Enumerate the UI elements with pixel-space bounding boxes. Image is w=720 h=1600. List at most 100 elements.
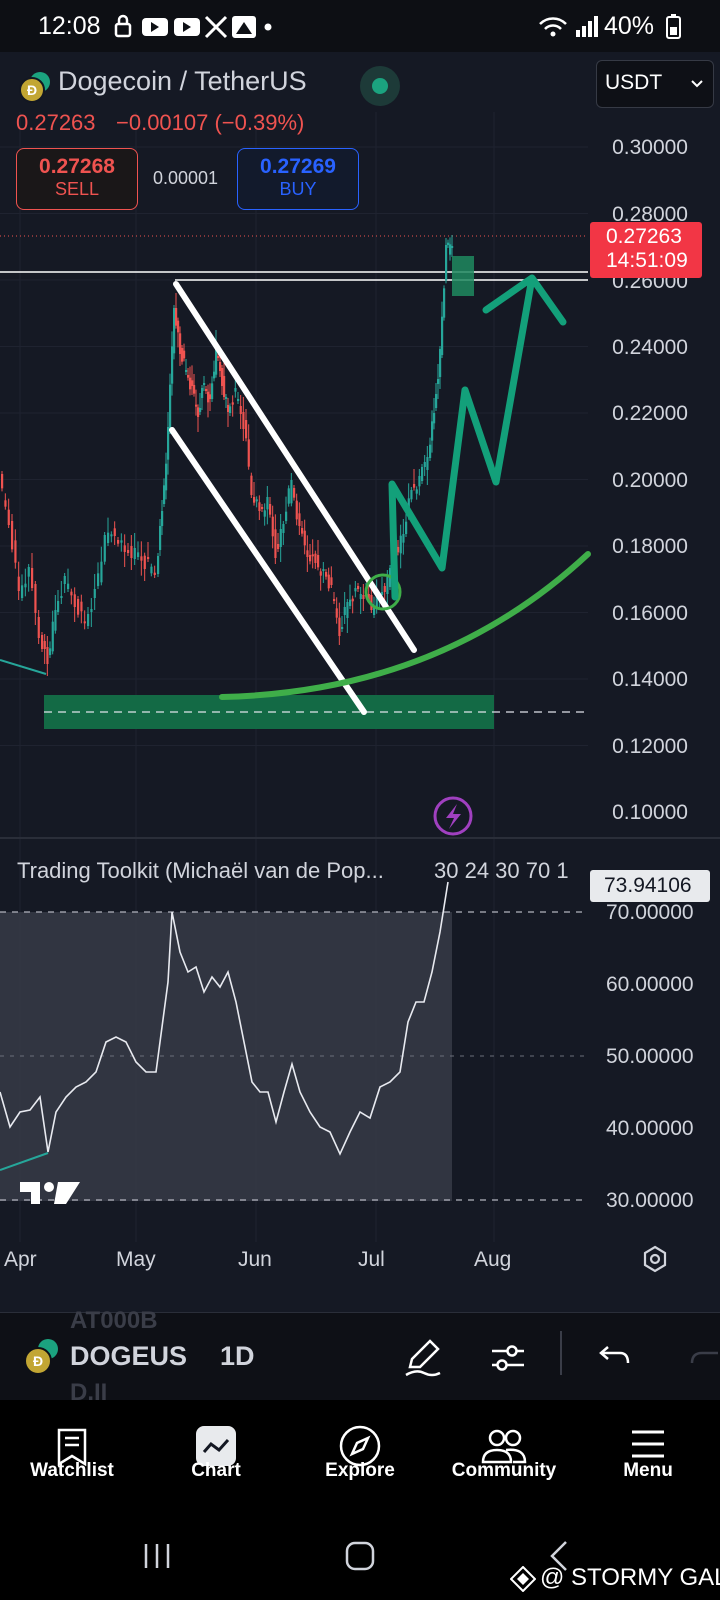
price-chart[interactable] [0,52,720,1312]
candle [383,586,386,592]
candle [51,621,54,652]
toolbar-divider [560,1331,562,1375]
candle [225,397,228,399]
candle [418,476,421,487]
candle [191,380,194,386]
candle [143,555,146,569]
price-axis-label: 0.22000 [612,402,688,425]
price-axis-label: 0.12000 [612,735,688,758]
candle [219,362,222,371]
price-axis-label: 0.10000 [612,801,688,824]
candle [373,607,376,615]
compass-icon [339,1425,381,1467]
candle [140,556,143,561]
candle [269,504,272,515]
candle [24,583,27,588]
candle [322,569,325,571]
price-axis-label: 0.30000 [612,136,688,159]
candle [263,510,266,517]
candle [165,463,168,491]
symbol-title[interactable]: Dogecoin / TetherUS [58,66,307,96]
redo-icon[interactable] [690,1341,720,1371]
candle [167,427,170,460]
candle [87,614,90,626]
nav-watchlist[interactable]: Watchlist [0,1400,144,1512]
candle [90,609,93,612]
candle [295,500,298,520]
candle [421,467,424,481]
nav-label: Watchlist [30,1460,114,1481]
current-price: 0.27263 [606,225,682,248]
osc-axis-label: 50.00000 [606,1045,694,1068]
buy-button[interactable]: 0.27269 BUY [237,148,359,210]
lightning-icon[interactable] [433,796,473,836]
buy-price: 0.27269 [260,155,336,178]
candle [179,333,182,354]
candle [31,568,34,588]
nav-chart[interactable]: Chart [144,1400,288,1512]
channel-lower-line [169,427,367,715]
price-axis-label: 0.16000 [612,602,688,625]
undo-icon[interactable] [598,1341,632,1371]
recents-icon[interactable] [142,1542,172,1570]
candle [217,356,220,358]
candle [120,540,123,543]
candle [237,399,240,401]
trend-line-left [0,659,47,675]
candle [274,529,277,558]
candle [113,528,116,536]
interval-button[interactable]: 1D [220,1341,255,1371]
candle [177,320,180,333]
indicator-value-badge: 73.94106 [590,870,710,902]
candle [306,550,309,557]
target-box [452,256,474,296]
nav-label: Community [451,1460,557,1481]
candle [413,484,416,488]
time-axis[interactable]: Apr May Jun Jul Aug [0,1220,720,1280]
dogecoin-logo: Ð [19,72,50,103]
sell-button[interactable]: 0.27268 SELL [16,148,138,210]
candle [346,602,349,618]
system-navigation: @ STORMY GAL [0,1512,720,1600]
candle [150,566,153,574]
candle [338,617,341,636]
chart-area[interactable]: Ð Dogecoin / TetherUS USDT 0.27263 −0.00… [0,52,720,1312]
candle [100,561,103,583]
settings-icon[interactable] [640,1244,670,1274]
market-status-indicator[interactable] [360,66,400,106]
candle [97,573,100,586]
candle [245,420,248,439]
osc-axis-label: 70.00000 [606,901,694,924]
drawing-tools-icon[interactable] [402,1337,442,1377]
candle [197,407,200,417]
candle [330,577,333,585]
home-icon[interactable] [344,1540,376,1572]
candle [189,377,192,390]
nav-label: Menu [623,1460,673,1481]
back-icon[interactable] [548,1540,570,1572]
candle [169,384,172,431]
candle [314,553,317,563]
candle [93,589,96,598]
last-price: 0.27263 [16,110,96,135]
price-change: −0.00107 (−0.39%) [116,110,305,135]
candle [37,617,40,638]
svg-text:Ð: Ð [27,82,37,98]
time-axis-label: Jun [238,1248,272,1271]
indicators-icon[interactable] [488,1337,528,1377]
candle [49,648,52,655]
nav-explore[interactable]: Explore [288,1400,432,1512]
currency-select[interactable]: USDT [596,60,714,108]
buy-label: BUY [279,179,317,199]
indicator-title[interactable]: Trading Toolkit (Michaël van de Pop... [17,858,384,883]
candle [357,586,360,589]
candle [227,405,230,412]
community-icon [481,1429,527,1464]
candle [110,534,113,537]
time-axis-label: Jul [358,1248,385,1271]
nav-community[interactable]: Community [432,1400,576,1512]
chart-icon [196,1426,236,1466]
nav-menu[interactable]: Menu [576,1400,720,1512]
ticker-symbol[interactable]: DOGEUS [70,1341,188,1371]
price-axis[interactable]: 0.30000 0.28000 0.26000 0.24000 0.22000 … [590,52,720,832]
